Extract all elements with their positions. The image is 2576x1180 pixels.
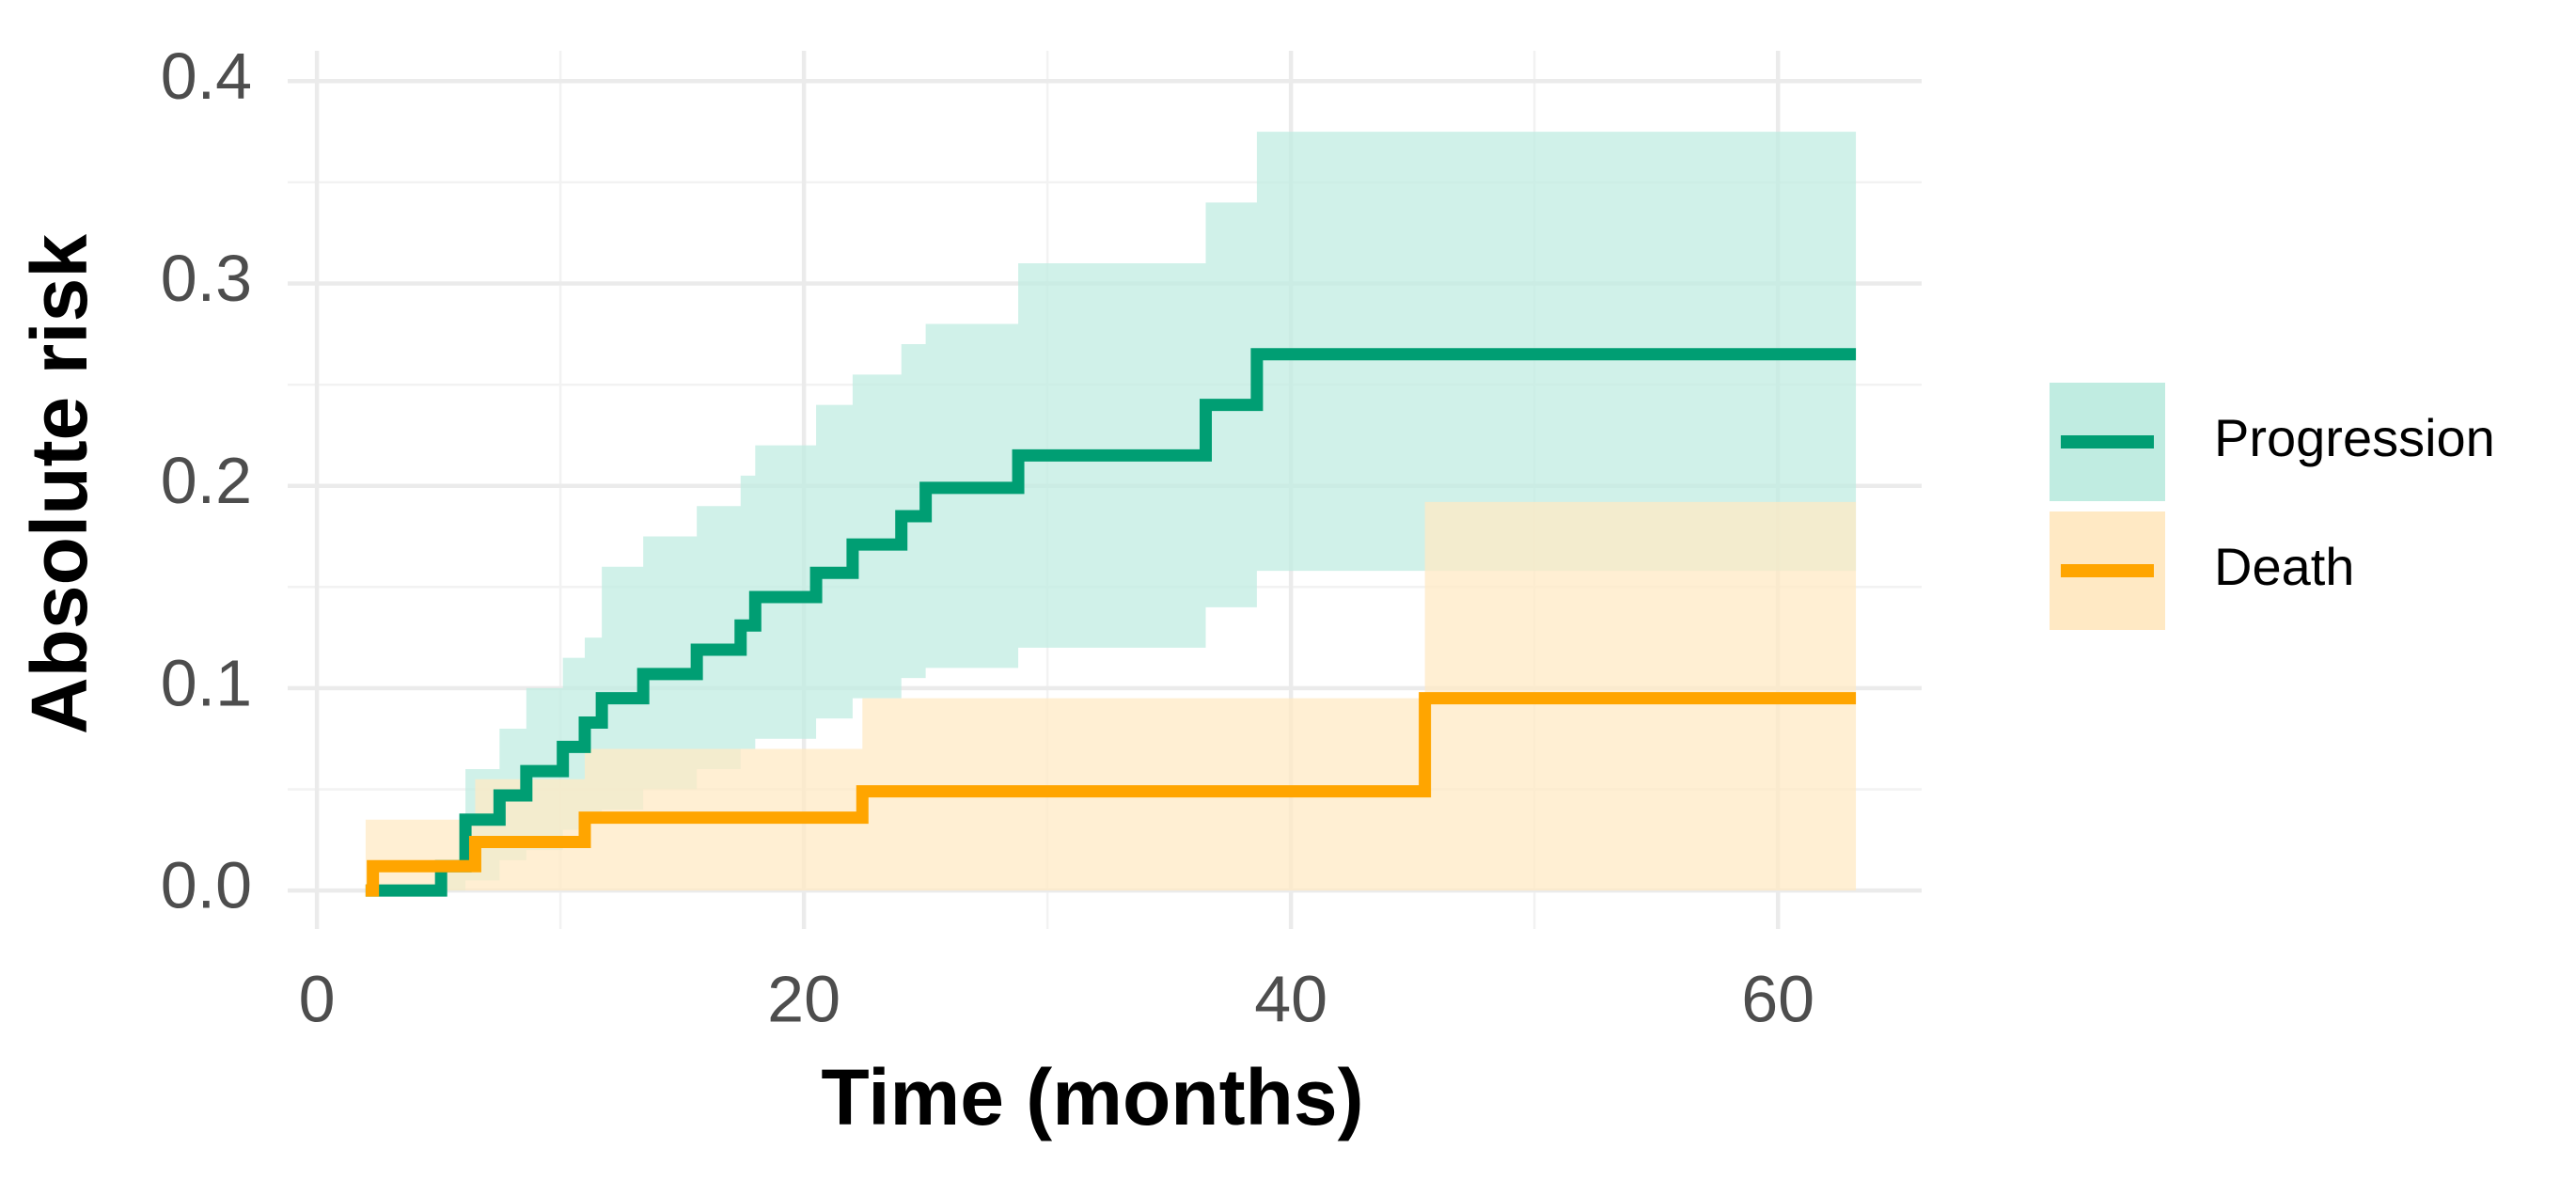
x-tick-label: 0 [299,962,336,1035]
y-tick-label: 0.0 [161,849,252,922]
legend-label: Death [2214,537,2354,596]
confidence-band [365,501,1857,891]
step-line [365,692,1857,897]
x-tick-label: 20 [767,962,840,1035]
x-tick-label: 60 [1741,962,1814,1035]
y-tick-label: 0.2 [161,444,252,517]
step-line [365,348,1857,897]
lines [365,348,1857,897]
y-tick-label: 0.4 [161,39,252,113]
y-tick-label: 0.3 [161,242,252,315]
labels: 0 20 40 60 0.0 0.1 0.2 0.3 0.4 Progression Death [161,39,2495,1036]
x-tick-label: 40 [1254,962,1327,1035]
legend-label: Progression [2214,408,2495,467]
bands [365,132,1857,891]
confidence-band [365,132,1857,891]
y-tick-label: 0.1 [161,646,252,719]
x-axis-title: Time (months) [821,1053,1363,1141]
y-axis-title: Absolute risk [15,234,103,734]
